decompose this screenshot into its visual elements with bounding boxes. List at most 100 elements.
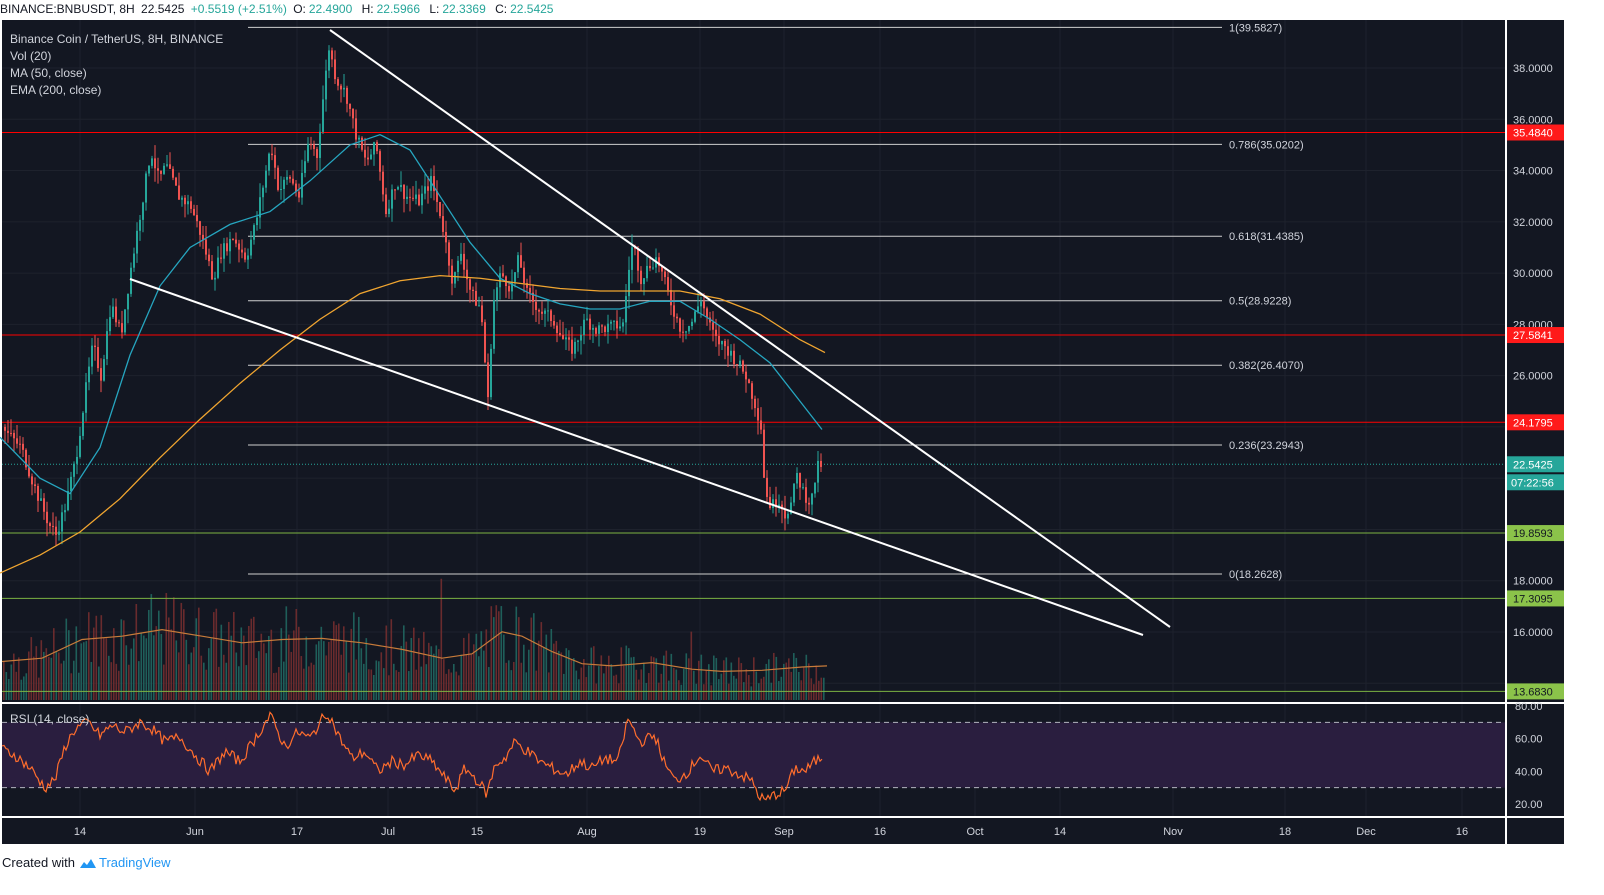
tradingview-logo[interactable]: TradingView [79, 853, 171, 873]
volume-bar [735, 678, 738, 700]
candle-down [736, 364, 738, 366]
chart-area[interactable]: 1(39.5827) 0.786(35.0202) 0.618(31.4385) 0.… [0, 18, 1604, 866]
volume-bar [93, 627, 95, 700]
volume-bar [465, 654, 468, 700]
volume-bar [148, 609, 150, 700]
volume-bar [175, 640, 178, 700]
volume-bar [318, 641, 320, 700]
volume-bar [205, 669, 208, 700]
candle-up [82, 412, 84, 436]
candle-up [373, 142, 375, 155]
candle-down [37, 486, 39, 501]
lower-trendline[interactable] [129, 278, 1144, 636]
candle-down [703, 301, 705, 309]
volume-bar [373, 674, 375, 700]
candle-up [574, 341, 576, 354]
volume-bar [170, 629, 173, 700]
volume-bar [480, 631, 483, 700]
candle-down [433, 176, 435, 192]
last-price: 22.5425 [141, 2, 185, 16]
candle-down [316, 149, 318, 158]
volume-bar [360, 648, 363, 700]
candle-up [124, 309, 126, 333]
high-label: H: [361, 2, 374, 16]
candle-up [103, 359, 105, 381]
candle-down [763, 429, 765, 478]
candle-up [697, 306, 699, 312]
volume-bar [65, 618, 68, 700]
volume-bar [430, 646, 433, 700]
volume-bar [748, 675, 750, 700]
volume-bar [195, 618, 198, 700]
volume-bar [125, 645, 128, 700]
candle-down [766, 477, 768, 497]
candle-down [448, 242, 450, 266]
volume-bar [240, 627, 243, 700]
price-chart[interactable]: 1(39.5827) 0.786(35.0202) 0.618(31.4385) 0.… [0, 18, 1604, 866]
volume-bar [133, 638, 135, 700]
candle-down [199, 221, 201, 235]
candle-up [280, 188, 282, 190]
level-badge: 17.3095 [1513, 593, 1553, 605]
volume-bar [590, 647, 593, 700]
volume-bar [703, 684, 705, 700]
candle-up [61, 512, 63, 532]
time-axis[interactable] [2, 818, 1505, 844]
candle-up [70, 476, 72, 492]
candle-down [49, 523, 51, 526]
candle-down [487, 362, 489, 398]
volume-bar [223, 654, 225, 700]
ma50-line[interactable] [0, 133, 823, 495]
volume-bar [780, 676, 783, 700]
volume-bar [30, 637, 33, 700]
candle-up [514, 272, 516, 282]
ema200-line[interactable] [0, 275, 826, 574]
volume-bar [328, 641, 330, 700]
candle-down [727, 346, 729, 356]
candle-down [298, 191, 300, 198]
volume-bar [560, 652, 563, 700]
candle-up [577, 340, 579, 342]
candle-down [367, 157, 369, 160]
candle-up [322, 99, 324, 132]
volume-bar [203, 662, 205, 700]
volume-bar [400, 645, 403, 700]
candle-down [508, 286, 510, 292]
volume-bar [365, 638, 368, 700]
price-tick-label: 18.0000 [1513, 576, 1553, 588]
candle-down [484, 322, 486, 363]
candle-down [310, 144, 312, 146]
rsi-axis[interactable] [1507, 704, 1564, 816]
upper-trendline[interactable] [329, 29, 1171, 628]
volume-bar [85, 641, 88, 700]
time-tick-label: Nov [1163, 826, 1183, 838]
candle-up [628, 269, 630, 297]
candle-down [313, 144, 315, 150]
candle-down [520, 255, 522, 268]
volume-bar [258, 651, 260, 700]
volume-bar [340, 654, 343, 700]
volume-bar [683, 668, 685, 700]
rsi-tick-label: 20.00 [1515, 799, 1543, 811]
fib-label: 0.382(26.4070) [1229, 360, 1304, 372]
symbol-name[interactable]: BINANCE:BNBUSDT, 8H [0, 2, 135, 16]
volume-bar [55, 651, 58, 700]
candle-down [733, 350, 735, 365]
candle-down [670, 290, 672, 306]
candle-up [214, 277, 216, 280]
volume-bar [670, 653, 673, 700]
candle-down [634, 247, 636, 249]
candle-down [157, 168, 159, 171]
candle-up [586, 318, 588, 320]
candle-up [163, 165, 165, 174]
candle-up [700, 301, 702, 307]
volume-bar [395, 670, 398, 700]
candle-up [613, 320, 615, 322]
candle-up [817, 460, 819, 483]
rsi-line[interactable] [1, 711, 823, 802]
price-pane[interactable] [2, 20, 1505, 702]
volume-bar [5, 672, 8, 700]
volume-bar [775, 656, 778, 700]
candle-down [637, 248, 639, 271]
high-value: 22.5966 [376, 2, 420, 16]
